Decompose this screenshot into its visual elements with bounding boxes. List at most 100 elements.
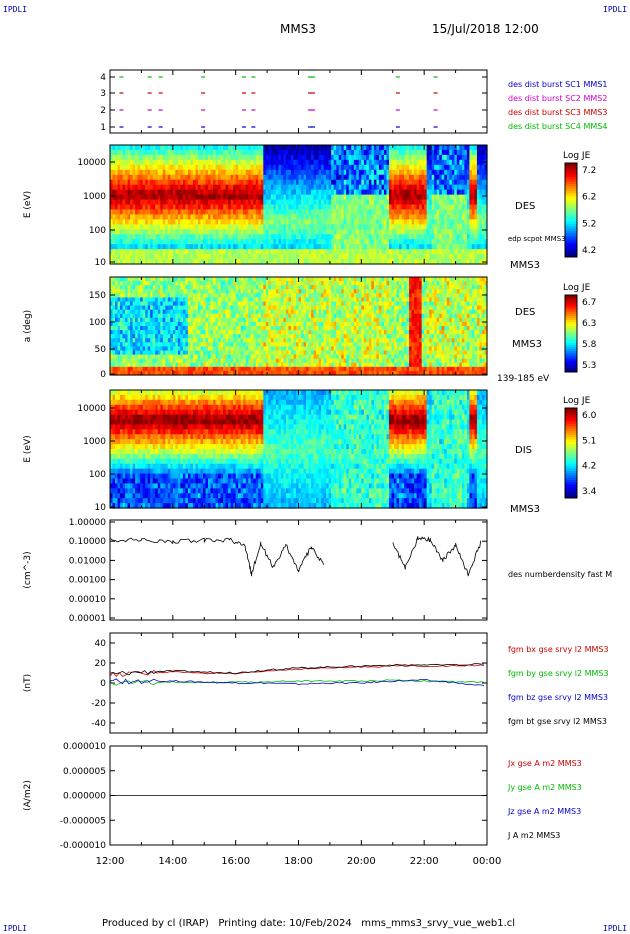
pa-ytick-label: 0 [100, 370, 106, 380]
des-spectrogram [110, 145, 488, 265]
pa-colorbar-cell [565, 298, 577, 302]
dis-colorbar-cell [565, 471, 577, 474]
dis-ytick-label: 10 [95, 503, 107, 513]
corner-label-top-right: IPDLI [603, 5, 628, 14]
dis-colorbar-tick: 6.0 [582, 411, 597, 421]
pa-colorbar-cell [565, 314, 577, 317]
dis-colorbar-tick: 4.2 [582, 462, 596, 472]
dis-colorbar-cell [565, 459, 577, 463]
pa-colorbar-cell [565, 356, 577, 360]
pa-colorbar-cell [565, 345, 577, 348]
fgm-line-4 [109, 663, 484, 676]
des-colorbar-cell [565, 202, 577, 206]
pa-colorbar-cell [565, 333, 577, 336]
dis-colorbar-tick: 3.4 [582, 487, 597, 497]
pa-colorbar-cell [565, 312, 577, 315]
des-colorbar-cell [565, 179, 577, 183]
current-ytick-label: 0.000000 [63, 792, 106, 802]
dis-ytick-label: 10000 [77, 404, 106, 414]
des-colorbar-cell [565, 249, 577, 253]
des-colorbar-cell [565, 240, 577, 244]
dis-colorbar-cell [565, 480, 577, 483]
des-colorbar-cell [565, 174, 577, 178]
dis-colorbar-frame [564, 407, 578, 499]
density-ylabel: (cm^-3) [23, 551, 33, 588]
time-tick-label: 18:00 [284, 856, 313, 867]
pa-colorbar-cell [565, 366, 577, 369]
satellite-title: MMS3 [280, 22, 316, 36]
dis-colorbar-cell [565, 453, 577, 456]
des-colorbar-cell [565, 238, 577, 242]
dis-colorbar-cell [565, 482, 577, 485]
pa-energy-label: 139-185 eV [497, 374, 550, 384]
current-legend-2: Jy gse A m2 MMS3 [507, 783, 582, 792]
des-colorbar-cell [565, 177, 577, 180]
burst-legend-1: des dist burst SC1 MMS1 [508, 80, 607, 89]
footer-produced: Produced by cl (IRAP) [102, 918, 209, 929]
des-colorbar-tick: 7.2 [582, 166, 596, 176]
fgm-legend-1: fgm bx gse srvy l2 MMS3 [508, 645, 609, 654]
pa-colorbar-cell [565, 304, 577, 308]
pa-colorbar-cell [565, 364, 577, 367]
fgm-ytick-label: 40 [95, 639, 107, 649]
current-ytick-label: -0.000005 [60, 816, 106, 826]
dis-colorbar-cell [565, 423, 577, 427]
dis-colorbar-cell [565, 446, 577, 449]
pa-colorbar-cell [565, 354, 577, 358]
des-sc-label: MMS3 [510, 260, 540, 271]
burst-legend-4: des dist burst SC4 MMS4 [508, 122, 607, 131]
des-colorbar-cell [565, 254, 577, 258]
dis-colorbar-cell [565, 419, 577, 422]
des-colorbar-cell [565, 205, 577, 209]
pa-colorbar-tick: 6.3 [582, 319, 596, 329]
dis-colorbar-cell [565, 437, 577, 440]
des-colorbar-cell [565, 226, 577, 230]
pa-colorbar-cell [565, 310, 577, 313]
dis-colorbar-cell [565, 435, 577, 438]
des-colorbar-cell [565, 207, 577, 211]
des-colorbar-cell [565, 172, 577, 176]
pa-colorbar-cell [565, 370, 577, 373]
fgm-ytick-label: -20 [91, 699, 106, 709]
des-colorbar-cell [565, 167, 577, 171]
pa-ytick-label: 50 [95, 345, 107, 355]
pa-spectrogram [110, 277, 488, 376]
pa-colorbar-cell [565, 337, 577, 340]
des-colorbar-cell [565, 170, 577, 173]
time-tick-label: 22:00 [410, 856, 439, 867]
burst-ytick-label: 1 [100, 123, 106, 133]
fgm-ytick-label: 20 [95, 659, 107, 669]
dis-colorbar-cell [565, 489, 577, 492]
current-legend-1: Jx gse A m2 MMS3 [507, 759, 582, 768]
pa-right-label: DES [515, 307, 535, 318]
pa-colorbar-cell [565, 325, 577, 329]
dis-colorbar-title: Log JE [563, 396, 591, 406]
des-colorbar-cell [565, 233, 577, 237]
dis-colorbar-cell [565, 432, 577, 436]
dis-colorbar-cell [565, 430, 577, 434]
footer: Produced by cl (IRAP) Printing date: 10/… [102, 918, 515, 929]
burst-ytick-label: 3 [100, 89, 106, 99]
fgm-legend-2: fgm by gse srvy l2 MMS3 [508, 669, 609, 678]
pa-colorbar-cell [565, 348, 577, 352]
fgm-ytick-label: 0 [100, 679, 106, 689]
fgm-line-1 [109, 664, 485, 678]
pa-colorbar-cell [565, 329, 577, 333]
density-ytick-label: 1.00000 [69, 518, 106, 528]
des-colorbar-cell [565, 217, 577, 220]
dis-colorbar-cell [565, 414, 577, 418]
dis-colorbar-cell [565, 408, 577, 411]
pa-colorbar-tick: 6.7 [582, 298, 596, 308]
dis-colorbar-cell [565, 491, 577, 494]
des-colorbar-cell [565, 186, 577, 190]
pa-colorbar-cell [565, 362, 577, 365]
pa-colorbar-cell [565, 358, 577, 361]
pa-colorbar-cell [565, 321, 577, 325]
current-ytick-label: -0.000010 [60, 841, 106, 851]
dis-ytick-label: 100 [89, 470, 106, 480]
time-tick-label: 00:00 [473, 856, 502, 867]
time-tick-label: 12:00 [96, 856, 125, 867]
pa-colorbar-cell [565, 318, 577, 321]
pa-colorbar-title: Log JE [563, 283, 591, 293]
